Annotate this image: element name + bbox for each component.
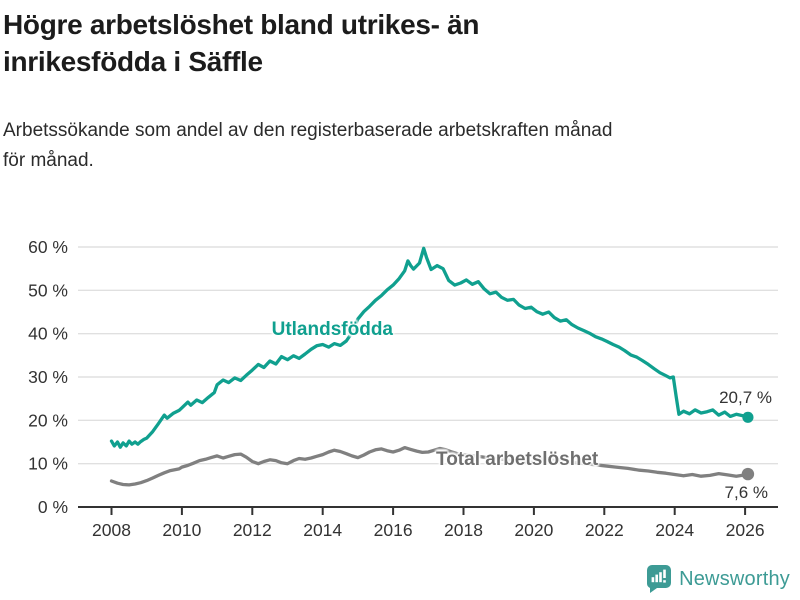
x-axis-tick-label: 2024: [655, 520, 694, 540]
y-axis-tick-label: 40 %: [28, 324, 68, 344]
end-value-utlandsfodda: 20,7 %: [719, 388, 772, 407]
y-axis-tick-label: 0 %: [38, 497, 68, 517]
y-axis-tick-label: 20 %: [28, 410, 68, 430]
y-axis-tick-label: 60 %: [28, 237, 68, 257]
y-axis-tick-label: 30 %: [28, 367, 68, 387]
chart-subtitle: Arbetssökande som andel av den registerb…: [3, 116, 793, 176]
subtitle-line-2: för månad.: [3, 150, 94, 171]
x-axis-tick-label: 2018: [444, 520, 483, 540]
series-label-utlandsfodda: Utlandsfödda: [271, 319, 393, 340]
x-axis-tick-label: 2008: [92, 520, 131, 540]
x-axis-tick-label: 2012: [233, 520, 272, 540]
total-end-dot: [741, 467, 755, 481]
newsworthy-wordmark: Newsworthy: [679, 567, 790, 590]
total-arbetsloshet-line: [109, 445, 750, 487]
end-value-total: 7,6 %: [724, 483, 768, 502]
x-axis-tick-label: 2016: [374, 520, 413, 540]
x-axis-tick-label: 2026: [726, 520, 765, 540]
page-title: Högre arbetslöshet bland utrikes- än inr…: [3, 6, 783, 80]
x-axis-tick-label: 2022: [585, 520, 624, 540]
x-axis-tick-label: 2020: [514, 520, 553, 540]
utlandsfodda-line: [109, 246, 750, 449]
newsworthy-logo: Newsworthy: [647, 565, 790, 593]
y-axis-tick-label: 50 %: [28, 280, 68, 300]
y-axis-tick-label: 10 %: [28, 454, 68, 474]
x-axis-tick-label: 2014: [303, 520, 342, 540]
line-chart: 0 % 10 % 20 % 30 % 40 % 50 % 60 % 2008 2010 2012 2…: [28, 237, 778, 540]
subtitle-line-1: Arbetssökande som andel av den registerb…: [3, 120, 613, 141]
newsworthy-bubble-chart-icon: [647, 565, 672, 593]
utlandsfodda-end-dot: [742, 411, 754, 423]
title-line-2: inrikesfödda i Säffle: [3, 46, 263, 77]
series-label-total-arbetsloshet: Total arbetslöshet: [436, 449, 599, 470]
title-line-1: Högre arbetslöshet bland utrikes- än: [3, 9, 480, 40]
x-axis-tick-label: 2010: [162, 520, 201, 540]
